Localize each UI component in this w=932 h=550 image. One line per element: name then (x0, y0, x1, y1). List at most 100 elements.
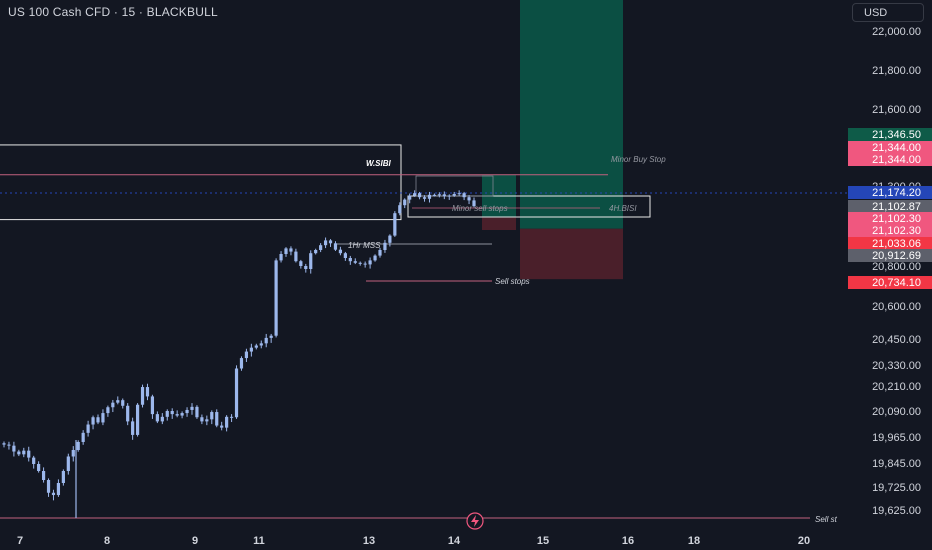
candle-body (413, 193, 417, 196)
candle-body (269, 335, 273, 338)
candle-body (358, 262, 362, 264)
candle-body (22, 450, 26, 455)
time-tick-label: 9 (192, 535, 198, 547)
annotation-text: Sell stops (495, 277, 530, 286)
h4-bisi-box (407, 195, 651, 218)
candle-body (393, 213, 397, 236)
price-tag (848, 200, 932, 213)
price-tick-label: 20,800.00 (872, 261, 921, 273)
candle-body (220, 425, 224, 428)
candle-body (195, 406, 199, 418)
candle-body (215, 412, 219, 426)
price-tag-label: 21,346.50 (872, 129, 921, 141)
candle-body (140, 387, 145, 405)
time-tick-label: 14 (448, 535, 461, 547)
small-long-stop-zone (482, 217, 516, 230)
candle-body (160, 416, 164, 422)
candle-body (135, 404, 140, 435)
candle-body (244, 351, 249, 359)
candle-body (56, 483, 61, 496)
candle-body (343, 253, 347, 258)
price-tick-label: 19,725.00 (872, 482, 921, 494)
price-tick-label: 20,090.00 (872, 406, 921, 418)
annotation-text: Minor sell stops (452, 204, 508, 213)
time-tick-label: 15 (537, 535, 549, 547)
price-tag-label: 21,102.30 (872, 213, 921, 225)
time-axis[interactable]: 7 8 9 11 13 14 15 16 18 20 (17, 535, 810, 547)
candle-body (180, 413, 184, 416)
candle-body (155, 414, 159, 422)
time-tick-label: 13 (363, 535, 375, 547)
candle-body (210, 412, 214, 420)
candle-body (190, 406, 194, 410)
price-tag (848, 237, 932, 250)
price-tag (848, 212, 932, 225)
chart-annotations: W.SIBI Minor Buy Stop 4H.BISI Minor sell st… (348, 155, 838, 530)
candle-body (457, 193, 461, 195)
candle-body (17, 451, 21, 455)
candle-body (185, 409, 189, 414)
candle-body (432, 194, 437, 196)
candle-body (96, 417, 100, 423)
price-tick-label: 22,000.00 (872, 26, 921, 38)
candle-body (363, 263, 367, 265)
candle-body (175, 414, 179, 416)
annotation-text: Minor Buy Stop (611, 155, 666, 164)
candle-body (383, 242, 387, 250)
price-axis[interactable]: 22,000.0021,800.0021,600.0021,300.0020,8… (848, 0, 932, 550)
candle-body (452, 194, 456, 196)
price-tick-label: 19,845.00 (872, 458, 921, 470)
candle-body (417, 193, 422, 198)
candle-body (32, 457, 36, 464)
chart-title: US 100 Cash CFD · 15 · BLACKBULL (8, 5, 218, 19)
candle-body (319, 245, 323, 250)
candle-body (398, 205, 402, 214)
price-tag (848, 153, 932, 166)
price-tag (848, 276, 932, 289)
candle-body (378, 250, 382, 256)
price-tick-label: 20,600.00 (872, 301, 921, 313)
candle-body (121, 400, 125, 406)
long-stop-zone (520, 228, 623, 280)
currency-selector[interactable]: USD (852, 3, 924, 22)
candle-body (165, 411, 169, 417)
candle-body (427, 194, 432, 199)
candle-body (472, 200, 476, 207)
time-tick-label: 7 (17, 535, 23, 547)
candle-body (437, 194, 441, 196)
candle-body (205, 419, 209, 422)
candle-body (304, 266, 308, 269)
candle-body (467, 197, 471, 201)
price-tag (848, 141, 932, 154)
candle-body (229, 416, 234, 418)
price-tag-label: 21,174.20 (872, 187, 921, 199)
candle-body (299, 261, 303, 266)
price-tick-label: 21,600.00 (872, 104, 921, 116)
candle-body (314, 250, 318, 254)
lightning-icon-glyph (471, 515, 479, 527)
price-tag-label: 21,102.87 (872, 201, 921, 213)
candle-body (66, 456, 70, 471)
price-tag-label: 20,912.69 (872, 250, 921, 262)
price-tick-label: 21,800.00 (872, 65, 921, 77)
candle-body (323, 240, 328, 246)
candle-body (239, 358, 244, 369)
candle-body (368, 260, 372, 265)
candle-body (408, 195, 412, 200)
candle-series (2, 190, 476, 518)
annotation-text: W.SIBI (366, 159, 392, 168)
candle-body (249, 347, 253, 352)
candle-body (86, 424, 90, 433)
candle-body (51, 492, 56, 496)
annotation-text: 1Hr MSS (348, 241, 381, 250)
annotation-text: Sell st (815, 515, 838, 524)
candle-body (422, 197, 427, 199)
price-tick-label: 19,625.00 (872, 505, 921, 517)
candle-body (234, 368, 239, 418)
candle-body (353, 261, 357, 263)
candle-body (328, 240, 333, 244)
chart-zones (0, 0, 848, 519)
time-tick-label: 16 (622, 535, 634, 547)
candle-body (170, 411, 174, 415)
